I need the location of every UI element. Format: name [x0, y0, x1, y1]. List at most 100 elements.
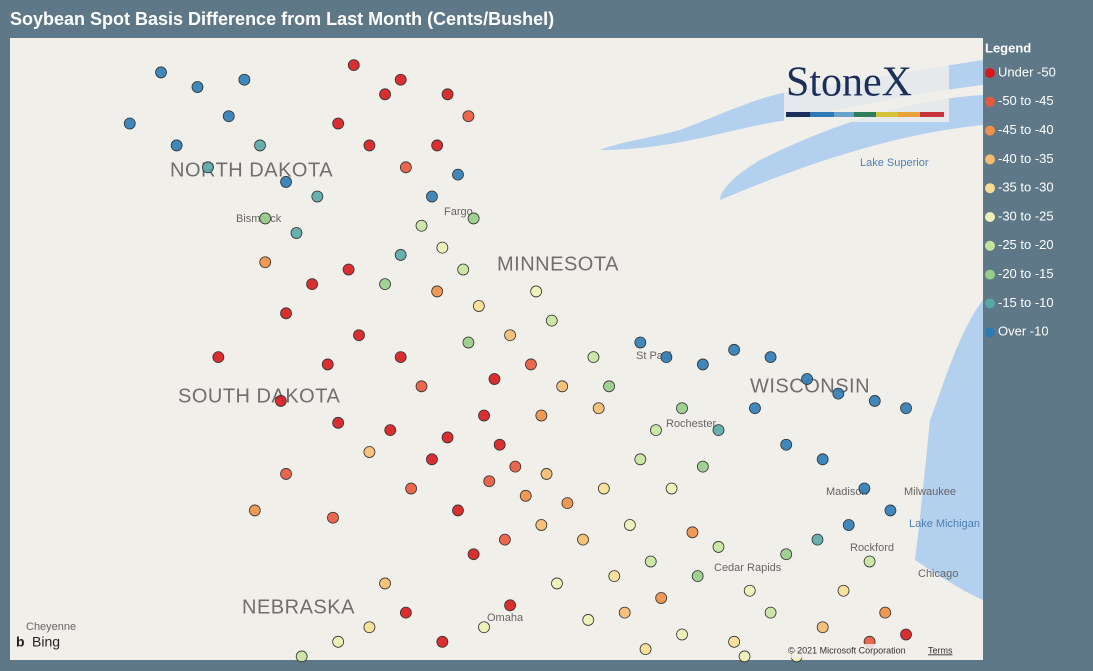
basis-point	[327, 511, 339, 524]
basis-point	[259, 212, 272, 225]
legend-swatch	[985, 154, 995, 165]
basis-point	[519, 489, 532, 502]
basis-point	[540, 468, 553, 480]
basis-point	[405, 482, 417, 495]
city-label: Cheyenne	[26, 621, 76, 633]
city-label: Bismarck	[236, 213, 282, 225]
basis-point	[415, 380, 428, 393]
provider-icon: b	[16, 634, 25, 650]
basis-point	[738, 650, 751, 663]
legend-swatch	[985, 183, 995, 194]
basis-point	[306, 278, 319, 291]
basis-point	[483, 475, 496, 488]
state-label: SOUTH DAKOTA	[178, 385, 340, 407]
lake-label: Lake Michigan	[909, 518, 980, 530]
legend-label: -25 to -20	[998, 237, 1054, 252]
terms-link[interactable]: Terms	[928, 645, 953, 655]
legend-label: Under -50	[998, 64, 1056, 79]
basis-point	[884, 504, 897, 517]
city-label: Cedar Rapids	[714, 562, 782, 574]
basis-point	[452, 504, 464, 517]
basis-point	[259, 256, 272, 269]
basis-point	[394, 73, 407, 86]
basis-point	[816, 621, 829, 634]
basis-point	[441, 431, 454, 444]
city-label: Chicago	[918, 568, 958, 580]
basis-point	[478, 621, 490, 634]
basis-point	[863, 555, 876, 568]
basis-point	[347, 59, 360, 72]
state-label: NEBRASKA	[242, 596, 355, 618]
basis-point	[332, 117, 345, 130]
basis-point	[535, 519, 548, 531]
legend-swatch	[985, 298, 995, 309]
basis-point	[749, 402, 761, 415]
basis-point	[493, 438, 506, 451]
legend-label: -35 to -30	[998, 180, 1054, 195]
basis-point	[441, 88, 454, 101]
basis-point	[665, 482, 678, 495]
basis-point	[842, 519, 855, 531]
lake-label: Lake Superior	[860, 157, 929, 169]
legend-label: Over -10	[998, 324, 1049, 339]
basis-point	[504, 599, 516, 612]
basis-point	[561, 497, 574, 510]
basis-point	[238, 73, 251, 86]
basis-point	[837, 584, 850, 597]
legend-swatch	[985, 269, 995, 280]
legend-label: -20 to -15	[998, 266, 1054, 281]
city-label: Omaha	[487, 612, 524, 624]
basis-point	[597, 482, 610, 495]
basis-point	[696, 358, 709, 371]
basis-point	[394, 249, 407, 261]
basis-point	[498, 533, 511, 546]
basis-point	[535, 409, 548, 422]
basis-point	[504, 329, 516, 342]
basis-point	[436, 635, 449, 648]
basis-point	[379, 577, 391, 590]
basis-point	[644, 555, 657, 568]
legend-swatch	[985, 240, 995, 251]
basis-point	[696, 460, 709, 473]
basis-point	[780, 548, 793, 561]
basis-point	[900, 402, 912, 415]
basis-point	[525, 358, 537, 371]
basis-point	[426, 453, 438, 466]
basis-point	[879, 606, 892, 619]
basis-point	[676, 402, 688, 415]
state-label: NORTH DAKOTA	[170, 159, 333, 181]
basis-point	[660, 351, 673, 364]
basis-point	[363, 621, 376, 634]
legend-label: -30 to -25	[998, 208, 1054, 223]
basis-point	[509, 460, 522, 473]
basis-point	[457, 263, 470, 276]
basis-point	[426, 190, 438, 203]
basis-point	[900, 628, 912, 641]
basis-point	[321, 358, 334, 371]
legend-label: -40 to -35	[998, 151, 1054, 166]
basis-point	[832, 387, 845, 400]
copyright: © 2021 Microsoft Corporation	[788, 645, 906, 655]
basis-point	[462, 336, 475, 349]
basis-point	[155, 66, 167, 79]
basis-point	[202, 161, 214, 174]
basis-point	[743, 584, 756, 597]
basis-point	[691, 570, 704, 583]
basis-point	[363, 139, 376, 152]
basis-point	[655, 592, 668, 604]
basis-point	[290, 227, 303, 239]
basis-point	[170, 139, 183, 152]
basis-point	[353, 329, 365, 342]
basis-point	[394, 351, 407, 364]
state-label: MINNESOTA	[497, 253, 619, 275]
city-label: Milwaukee	[904, 486, 956, 498]
basis-point	[577, 533, 589, 546]
legend-title: Legend	[985, 40, 1031, 55]
basis-point	[431, 139, 444, 152]
basis-point	[556, 380, 569, 393]
copyright-box	[784, 644, 964, 658]
basis-point	[811, 533, 824, 546]
basis-point	[764, 606, 777, 619]
basis-point	[431, 285, 444, 298]
